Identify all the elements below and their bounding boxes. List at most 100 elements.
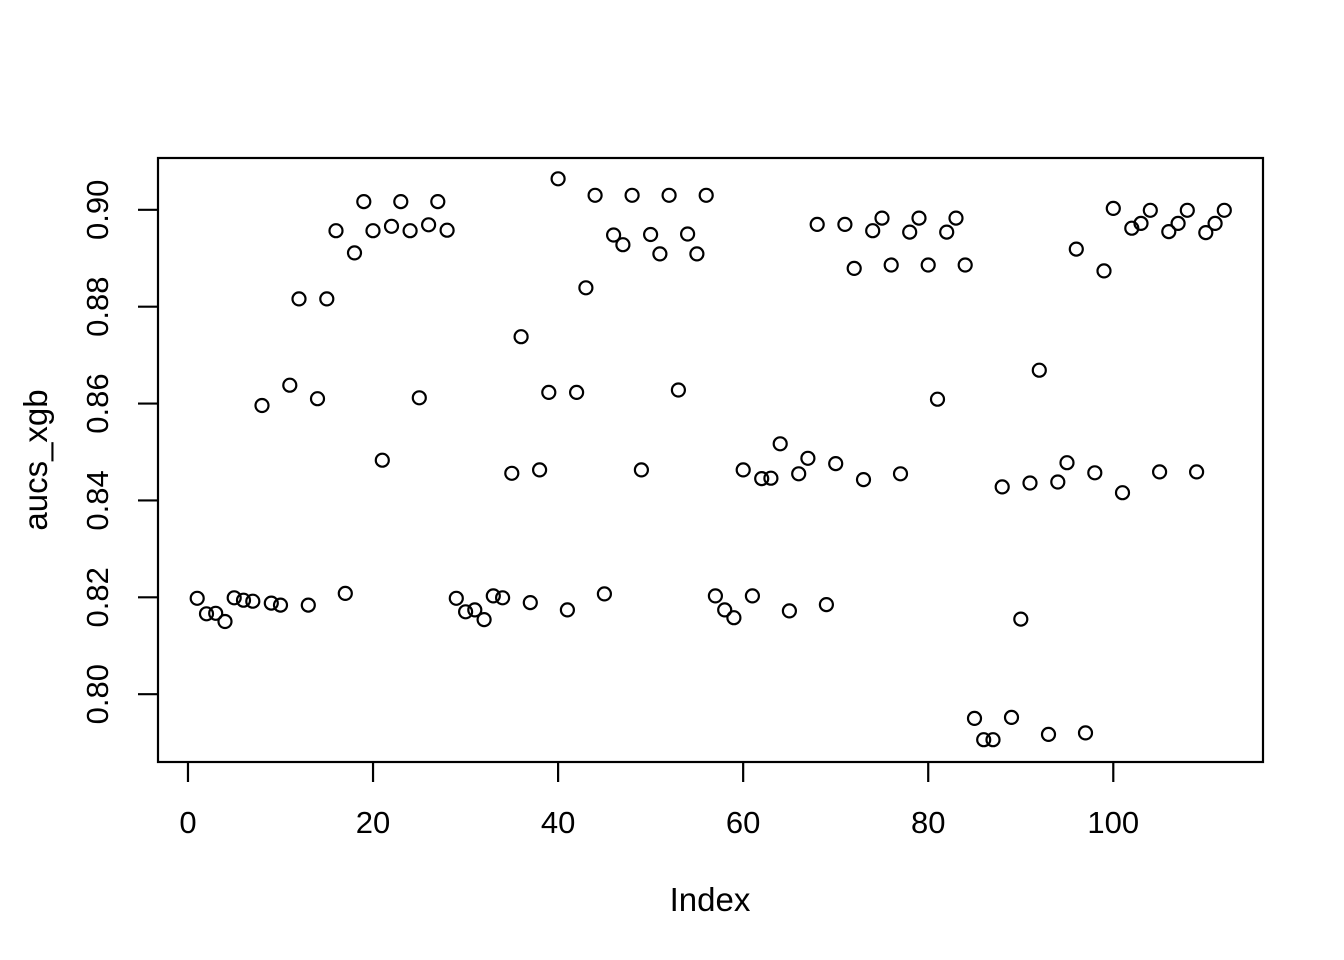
x-tick-label: 100 <box>1087 805 1139 840</box>
data-point <box>781 603 798 619</box>
data-point <box>226 590 242 606</box>
x-tick-label: 60 <box>726 805 760 840</box>
data-point <box>772 436 788 452</box>
plot-box <box>156 156 1265 764</box>
data-point <box>522 594 538 611</box>
data-point <box>828 456 844 472</box>
data-point <box>976 732 992 748</box>
data-point <box>596 586 613 602</box>
data-point <box>763 470 779 486</box>
data-point <box>1077 725 1094 741</box>
y-tick-label: 0.82 <box>80 567 115 627</box>
data-point <box>430 194 446 210</box>
data-point <box>300 597 316 613</box>
data-point <box>1114 485 1131 501</box>
data-point <box>652 246 668 262</box>
data-point <box>939 224 955 240</box>
data-point <box>559 602 576 618</box>
data-point <box>920 257 936 273</box>
data-point <box>809 216 825 232</box>
data-point <box>1059 455 1075 471</box>
data-point <box>476 611 492 628</box>
x-tick-label: 20 <box>356 805 390 840</box>
y-tick-label: 0.86 <box>80 373 115 433</box>
data-point <box>689 246 705 262</box>
data-point <box>550 171 566 187</box>
data-point <box>587 187 603 203</box>
data-point <box>661 187 677 203</box>
data-point <box>393 194 409 210</box>
data-point <box>374 452 390 468</box>
y-axis-label: aucs_xgb <box>17 389 54 530</box>
data-point <box>439 222 455 238</box>
data-point <box>495 590 511 606</box>
data-point <box>1013 611 1029 627</box>
data-point <box>328 223 344 239</box>
data-point <box>735 462 751 478</box>
data-point <box>504 465 520 481</box>
data-point <box>346 245 363 261</box>
data-point <box>874 210 890 226</box>
data-point <box>263 595 279 611</box>
data-point <box>309 391 326 407</box>
data-point <box>365 223 381 239</box>
data-point <box>337 585 353 602</box>
data-point <box>1096 263 1112 279</box>
data-point <box>319 291 335 307</box>
data-point <box>791 466 807 482</box>
data-point <box>985 732 1001 748</box>
data-point <box>855 472 872 488</box>
data-point <box>837 216 853 232</box>
x-axis-ticks: 0 20 40 60 80 100 <box>179 762 1139 840</box>
data-point <box>485 588 501 604</box>
data-point <box>1068 241 1084 257</box>
data-point <box>1179 202 1195 218</box>
data-point <box>467 602 483 618</box>
data-point <box>883 257 899 273</box>
data-point <box>1161 224 1177 240</box>
data-point <box>1216 202 1232 218</box>
data-point <box>189 590 205 606</box>
data-point <box>1087 465 1103 481</box>
data-point <box>1133 215 1149 231</box>
data-point <box>707 588 724 604</box>
data-point <box>1003 709 1020 726</box>
data-point <box>994 479 1010 495</box>
y-tick-label: 0.80 <box>80 664 115 724</box>
data-point <box>605 227 622 243</box>
x-tick-label: 40 <box>541 805 575 840</box>
data-point <box>198 606 215 622</box>
data-point <box>670 382 687 398</box>
data-point <box>679 226 696 242</box>
data-point <box>458 604 474 620</box>
data-point <box>615 237 631 253</box>
data-point <box>272 597 289 613</box>
data-point <box>282 377 298 393</box>
data-point <box>1188 464 1205 480</box>
data-point <box>1040 726 1057 743</box>
data-point <box>568 384 585 400</box>
y-tick-label: 0.84 <box>80 470 115 530</box>
data-point <box>402 223 418 239</box>
data-point <box>1207 215 1223 231</box>
data-point <box>633 462 650 478</box>
data-point <box>1050 474 1066 490</box>
data-point <box>1198 225 1214 241</box>
data-point <box>541 384 557 400</box>
data-point <box>800 450 816 466</box>
data-point <box>717 602 733 618</box>
data-point <box>421 217 437 233</box>
data-point <box>448 590 464 606</box>
y-axis-ticks: 0.80 0.82 0.84 0.86 0.88 0.90 <box>80 180 158 724</box>
data-point <box>291 291 307 307</box>
data-point <box>957 257 973 273</box>
data-point <box>1151 464 1168 480</box>
data-point <box>513 329 529 345</box>
data-point <box>726 610 742 626</box>
data-point <box>245 593 261 609</box>
data-point <box>1105 200 1121 216</box>
data-point <box>892 466 909 482</box>
data-point <box>929 391 946 407</box>
y-tick-label: 0.90 <box>80 180 115 240</box>
